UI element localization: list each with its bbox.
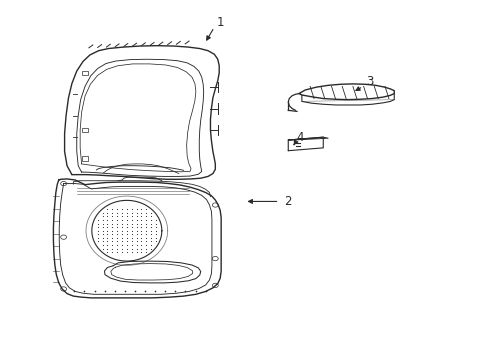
- Text: 1: 1: [216, 16, 224, 29]
- Text: 4: 4: [296, 131, 304, 144]
- Bar: [82, 128, 88, 132]
- Bar: [82, 157, 88, 161]
- Text: 3: 3: [366, 75, 373, 88]
- Bar: [82, 71, 88, 75]
- Text: 2: 2: [284, 195, 291, 208]
